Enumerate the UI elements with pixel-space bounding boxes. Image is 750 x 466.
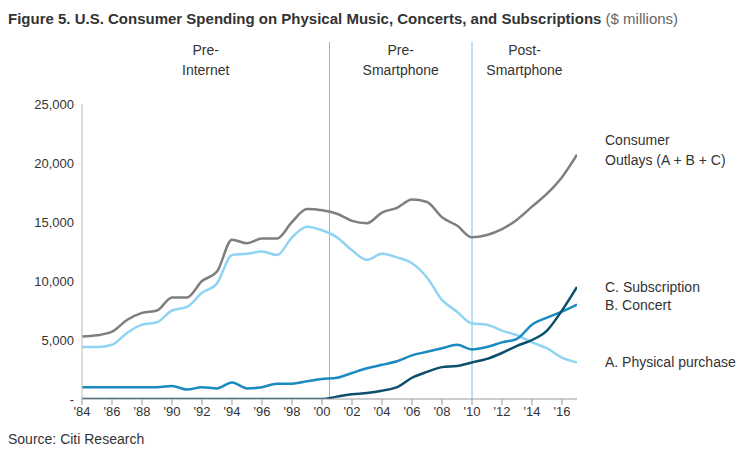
svg-text:'14: '14	[524, 404, 541, 419]
svg-text:'92: '92	[194, 404, 211, 419]
svg-text:Pre-Internet: Pre-Internet	[182, 42, 230, 78]
svg-text:'94: '94	[224, 404, 241, 419]
svg-text:'04: '04	[374, 404, 391, 419]
svg-text:'88: '88	[134, 404, 151, 419]
svg-text:5,000: 5,000	[41, 333, 74, 348]
svg-text:-: -	[70, 392, 74, 407]
svg-text:20,000: 20,000	[34, 156, 74, 171]
svg-text:B. Concert: B. Concert	[605, 297, 671, 313]
svg-text:Pre-Smartphone: Pre-Smartphone	[363, 42, 439, 78]
svg-text:'08: '08	[434, 404, 451, 419]
svg-text:10,000: 10,000	[34, 274, 74, 289]
svg-text:'06: '06	[404, 404, 421, 419]
svg-text:C. Subscription: C. Subscription	[605, 279, 700, 295]
svg-text:'84: '84	[74, 404, 91, 419]
html-text:Source: Citi Research: Source: Citi Research	[8, 431, 145, 447]
svg-text:'90: '90	[164, 404, 181, 419]
svg-text:'02: '02	[344, 404, 361, 419]
svg-text:'98: '98	[284, 404, 301, 419]
svg-text:ConsumerOutlays (A + B + C): ConsumerOutlays (A + B + C)	[605, 132, 726, 168]
svg-text:Post-Smartphone: Post-Smartphone	[486, 42, 562, 78]
svg-text:15,000: 15,000	[34, 215, 74, 230]
svg-text:'00: '00	[314, 404, 331, 419]
svg-text:'96: '96	[254, 404, 271, 419]
svg-text:A. Physical purchase: A. Physical purchase	[605, 354, 736, 370]
svg-text:'12: '12	[494, 404, 511, 419]
svg-text:'10: '10	[464, 404, 481, 419]
svg-text:'86: '86	[104, 404, 121, 419]
svg-text:25,000: 25,000	[34, 97, 74, 112]
html-text:Figure 5. U.S. Consumer Spendi: Figure 5. U.S. Consumer Spending on Phys…	[8, 10, 679, 27]
svg-text:'16: '16	[554, 404, 571, 419]
